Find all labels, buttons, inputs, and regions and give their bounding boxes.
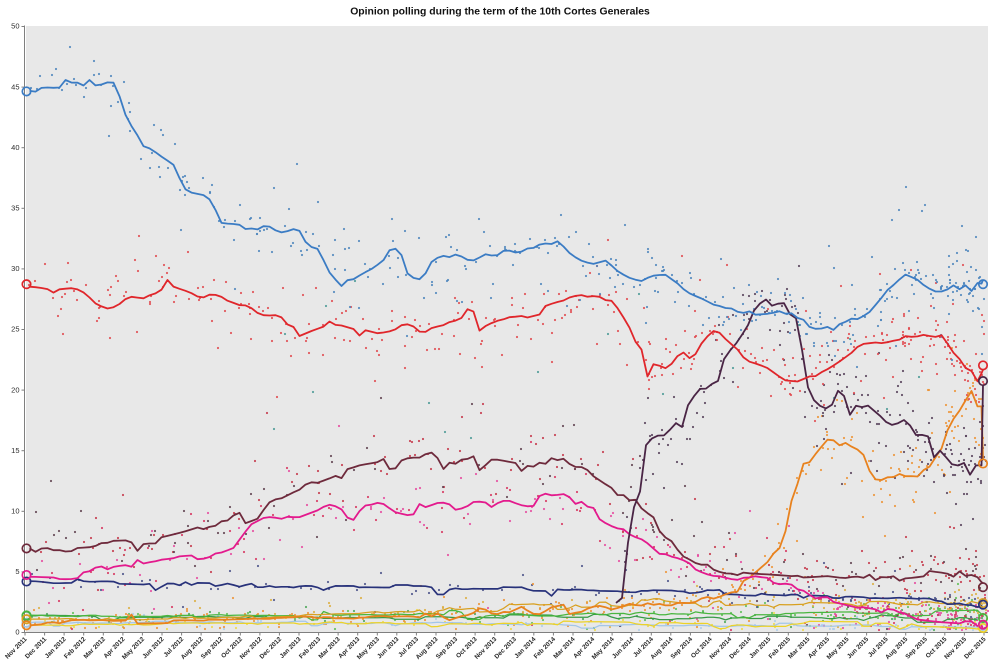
svg-text:30: 30 — [11, 264, 19, 273]
svg-text:5: 5 — [15, 567, 19, 576]
svg-text:45: 45 — [11, 82, 19, 91]
svg-text:15: 15 — [11, 446, 19, 455]
svg-text:35: 35 — [11, 204, 19, 213]
svg-text:10: 10 — [11, 507, 19, 516]
svg-text:25: 25 — [11, 325, 19, 334]
svg-text:Opinion polling during the ter: Opinion polling during the term of the 1… — [350, 7, 650, 18]
svg-text:50: 50 — [11, 22, 19, 31]
svg-text:20: 20 — [11, 385, 19, 394]
svg-text:0: 0 — [15, 628, 19, 637]
svg-text:40: 40 — [11, 143, 19, 152]
